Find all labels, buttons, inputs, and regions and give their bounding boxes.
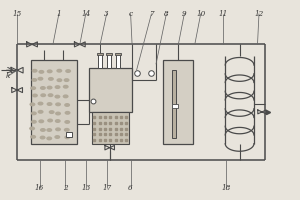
Bar <box>89 68 132 112</box>
Circle shape <box>63 94 69 98</box>
Circle shape <box>65 69 71 73</box>
Circle shape <box>31 111 37 115</box>
Bar <box>66 132 72 137</box>
Text: c: c <box>129 10 133 18</box>
Circle shape <box>56 69 62 73</box>
Text: 2: 2 <box>63 184 67 192</box>
Circle shape <box>64 135 70 139</box>
Text: 12: 12 <box>254 10 264 18</box>
Circle shape <box>46 86 52 90</box>
Text: 3: 3 <box>104 10 109 18</box>
Bar <box>106 53 112 55</box>
Bar <box>98 54 102 68</box>
Text: 7: 7 <box>149 10 154 18</box>
Bar <box>31 60 77 144</box>
Circle shape <box>64 120 70 124</box>
Circle shape <box>31 120 37 124</box>
Circle shape <box>29 126 35 130</box>
Circle shape <box>30 86 36 90</box>
Circle shape <box>47 119 53 122</box>
Circle shape <box>63 85 69 89</box>
Bar <box>116 54 120 68</box>
Circle shape <box>64 128 70 132</box>
Circle shape <box>32 69 38 73</box>
Text: 10: 10 <box>196 10 206 18</box>
Circle shape <box>38 77 44 81</box>
Circle shape <box>38 102 44 106</box>
Circle shape <box>55 119 61 123</box>
Text: 17: 17 <box>102 184 111 192</box>
Circle shape <box>55 102 61 106</box>
Circle shape <box>30 135 36 139</box>
Bar <box>97 53 103 55</box>
Circle shape <box>48 77 54 81</box>
Text: 16: 16 <box>35 184 44 192</box>
Circle shape <box>55 127 61 131</box>
Circle shape <box>46 128 52 132</box>
Text: 18: 18 <box>221 184 231 192</box>
Circle shape <box>29 102 35 106</box>
Text: 8: 8 <box>164 10 169 18</box>
Text: 15: 15 <box>13 10 22 18</box>
Bar <box>92 112 129 144</box>
Circle shape <box>55 85 61 89</box>
Circle shape <box>64 111 70 115</box>
Bar <box>115 53 121 55</box>
Text: 6: 6 <box>128 184 133 192</box>
Text: 14: 14 <box>81 10 90 18</box>
Circle shape <box>38 70 44 74</box>
Bar <box>172 70 176 138</box>
Bar <box>107 54 111 68</box>
Text: 13: 13 <box>81 184 90 192</box>
Circle shape <box>32 78 37 82</box>
Circle shape <box>40 86 46 90</box>
Circle shape <box>40 93 46 97</box>
Circle shape <box>54 95 60 99</box>
Circle shape <box>40 136 46 140</box>
Circle shape <box>64 103 70 107</box>
Circle shape <box>38 119 44 123</box>
Text: 9: 9 <box>182 10 187 18</box>
Circle shape <box>54 135 60 139</box>
Circle shape <box>46 102 52 106</box>
Circle shape <box>56 78 62 82</box>
Circle shape <box>47 69 53 73</box>
Circle shape <box>55 112 61 115</box>
Circle shape <box>48 93 53 97</box>
Text: 11: 11 <box>218 10 228 18</box>
Circle shape <box>64 78 70 82</box>
Circle shape <box>40 128 46 132</box>
Circle shape <box>49 110 55 114</box>
Circle shape <box>46 136 52 140</box>
Text: 1: 1 <box>57 10 61 18</box>
Text: k: k <box>6 72 10 80</box>
Bar <box>164 60 193 144</box>
Bar <box>172 104 178 108</box>
Circle shape <box>32 93 38 97</box>
Circle shape <box>38 110 44 114</box>
